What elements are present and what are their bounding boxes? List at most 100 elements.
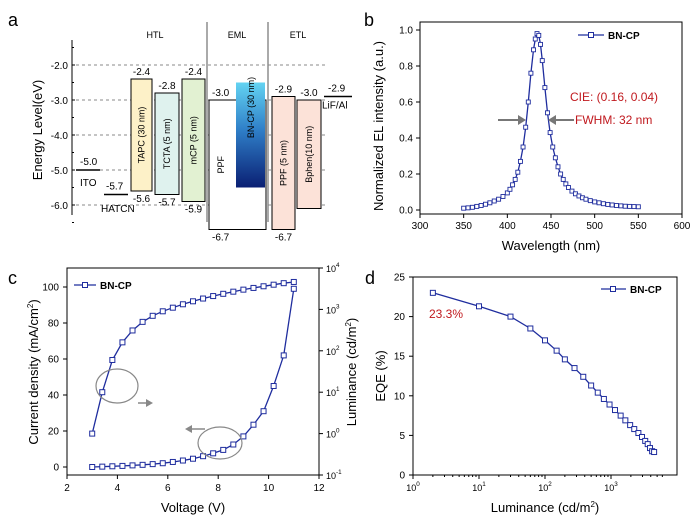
el-spectrum-point xyxy=(563,181,569,187)
current-density-point xyxy=(230,441,237,448)
legend-text-d: BN-CP xyxy=(630,285,662,296)
panel-c-plot xyxy=(89,278,297,470)
ito-homo-label: -5.0 xyxy=(80,157,98,168)
luminance-point xyxy=(159,308,166,315)
eqe-point xyxy=(639,433,646,440)
eqe-point xyxy=(627,422,634,429)
el-spectrum-point xyxy=(483,201,488,207)
y-tick-label-d: 5 xyxy=(399,431,405,442)
y-tick-label-c-left: 100 xyxy=(42,283,59,294)
current-density-point xyxy=(190,455,196,462)
el-spectrum-point xyxy=(609,202,615,208)
tcta-name: TCTA (5 nm) xyxy=(162,118,172,169)
eqe-point xyxy=(635,430,642,437)
current-density-circle-icon xyxy=(95,368,139,404)
panel-b-ylabel: Normalized EL intensity (a.u.) xyxy=(371,41,386,211)
panel-c-ylabel-right: Luminance (cd/m2) xyxy=(344,318,359,427)
luminance-point xyxy=(230,288,237,295)
y-tick-label-c-left: 80 xyxy=(48,319,60,330)
el-spectrum-point xyxy=(600,201,606,207)
y-tick-label-c-left: 40 xyxy=(48,391,60,402)
tapc-lumo-label: -2.4 xyxy=(133,67,151,78)
hatcn-name: HATCN xyxy=(101,204,135,215)
el-spectrum-point xyxy=(545,110,550,116)
eqe-point xyxy=(600,395,607,402)
current-density-point xyxy=(290,285,297,292)
tapc-box xyxy=(130,78,153,192)
panel-c-frame xyxy=(66,267,320,476)
luminance-point xyxy=(119,339,126,346)
hatcn-homo-label: -5.7 xyxy=(106,182,124,193)
el-spectrum-point xyxy=(474,203,480,209)
ppf-etl-box xyxy=(271,96,296,230)
legend-marker-b xyxy=(588,32,594,38)
eqe-point xyxy=(612,407,619,414)
el-spectrum-point xyxy=(552,155,558,161)
bn-cp-name: BN-CP (30 nm) xyxy=(246,77,256,138)
panel-c: c Current density (mA/cm2) Luminance (cd… xyxy=(8,262,359,515)
el-spectrum-point xyxy=(507,186,513,192)
el-spectrum-point xyxy=(538,41,543,47)
region-label-etl: ETL xyxy=(290,30,307,40)
current-density-point xyxy=(89,464,96,470)
el-spectrum-point xyxy=(532,36,538,42)
el-spectrum-point xyxy=(491,198,497,204)
luminance-point xyxy=(190,298,196,305)
y-tick-label-b: 0.2 xyxy=(399,170,413,181)
el-spectrum-point xyxy=(525,99,531,105)
el-spectrum-point xyxy=(487,200,493,206)
y-tick-label-b: 0.8 xyxy=(399,62,413,73)
panel-a-ylabel: Energy Level(eV) xyxy=(30,80,45,180)
ito-name: ITO xyxy=(80,178,97,189)
lif-al-lumo-label: -2.9 xyxy=(328,84,346,95)
el-spectrum-point xyxy=(566,185,571,190)
current-density-point xyxy=(149,461,156,468)
luminance-point xyxy=(200,295,207,302)
luminance-point xyxy=(240,286,247,293)
eqe-point xyxy=(553,347,560,354)
luminance-point xyxy=(270,281,277,288)
luminance-point xyxy=(210,293,217,300)
panel-a-y-ticks: -2.0 -3.0 -4.0 -5.0 -6.0 xyxy=(51,47,328,223)
x-tick-label-c: 6 xyxy=(165,483,171,494)
el-spectrum-point xyxy=(596,200,602,206)
el-spectrum-point xyxy=(558,171,564,177)
eqe-point xyxy=(622,417,629,424)
y-tick-label-c-right: 102 xyxy=(326,345,340,357)
y-tick-label-d: 0 xyxy=(399,471,405,482)
x-tick-label-d: 100 xyxy=(406,481,420,493)
y-tick-label-b: 1.0 xyxy=(399,26,413,37)
y-tick-label-a: -3.0 xyxy=(51,96,69,107)
luminance-point xyxy=(280,280,287,287)
tcta-box xyxy=(154,92,180,195)
luminance-point xyxy=(179,301,186,308)
luminance-point xyxy=(250,284,257,291)
eqe-point xyxy=(631,426,638,433)
el-spectrum-point xyxy=(528,70,534,76)
eqe-point xyxy=(571,365,578,372)
luminance-point xyxy=(149,312,156,319)
panel-c-label: c xyxy=(8,268,17,288)
ppf-etl-lumo-label: -2.9 xyxy=(275,85,293,96)
current-density-point xyxy=(129,462,136,469)
panel-a: a Energy Level(eV) HTL EML ETL -2.0-3.0-… xyxy=(8,10,352,244)
y-tick-label-d: 20 xyxy=(394,312,406,323)
eqe-point xyxy=(594,389,601,396)
x-tick-label-b: 400 xyxy=(499,221,516,232)
eqe-point xyxy=(651,449,658,456)
panel-d: d EQE (%) Luminance (cd/m2) 100 101 102 103… xyxy=(365,268,678,515)
current-density-point xyxy=(240,433,247,440)
x-tick-label-d: 101 xyxy=(472,481,486,493)
max-eqe-annotation: 23.3% xyxy=(429,307,463,321)
current-density-point xyxy=(210,450,217,457)
y-tick-label-b: 0.0 xyxy=(399,206,413,217)
current-density-point xyxy=(179,457,186,464)
el-spectrum-point xyxy=(517,158,523,164)
current-density-point xyxy=(99,463,106,470)
current-density-point xyxy=(250,421,257,428)
el-spectrum-point xyxy=(635,204,641,210)
arrow-left-icon xyxy=(185,425,205,433)
mcp-name: mCP (5 nm) xyxy=(189,116,199,164)
legend-marker-c xyxy=(82,282,88,288)
bphen-lumo-label: -3.0 xyxy=(300,88,318,99)
